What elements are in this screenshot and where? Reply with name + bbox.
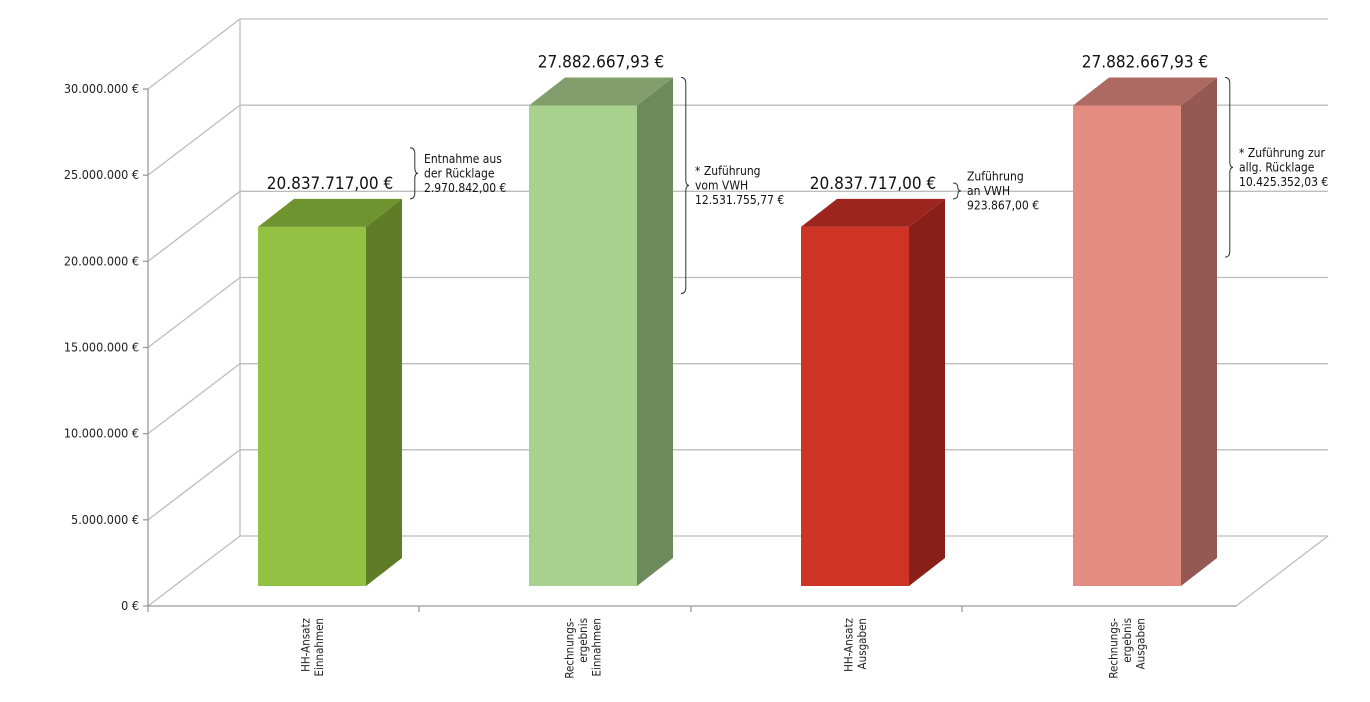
y-tick-label: 15.000.000 € [64, 340, 139, 355]
bar-1 [529, 77, 673, 587]
data-label: 27.882.667,93 € [1082, 52, 1208, 72]
annotation-line: Zuführung [967, 169, 1024, 183]
bar-top [258, 198, 402, 227]
bar-front [1073, 105, 1181, 587]
category-label-line: ergebnis [1120, 618, 1134, 663]
annotation-line: 12.531.755,77 € [695, 193, 784, 207]
annotation-line: allg. Rücklage [1239, 160, 1315, 174]
category-label-line: Rechnungs- [1107, 618, 1121, 679]
category-label-line: Einnahmen [590, 618, 604, 676]
annotation-line: an VWH [967, 184, 1010, 198]
category-label-line: HH-Ansatz [841, 618, 855, 672]
category-label: HH-Ansatz Ausgaben [841, 618, 869, 672]
bar-side [1181, 77, 1217, 587]
y-tick-label: 10.000.000 € [64, 426, 139, 441]
y-tick-label: 5.000.000 € [71, 512, 139, 527]
annotation-line: Entnahme aus [424, 152, 502, 166]
category-label: Rechnungs-ergebnis Ausgaben [1107, 618, 1148, 679]
annotation-brace [1224, 76, 1234, 258]
bar-top [1073, 77, 1217, 106]
data-label: 20.837.717,00 € [810, 174, 936, 194]
category-label-line: Rechnungs- [563, 618, 577, 679]
bar-front [801, 226, 909, 587]
annotation-line: vom VWH [695, 178, 748, 192]
bar-front [529, 105, 637, 587]
bar-top [529, 77, 673, 106]
y-tick-label: 30.000.000 € [64, 81, 139, 96]
annotation-line: 923.867,00 € [967, 198, 1039, 212]
category-label-line: Ausgaben [855, 618, 869, 669]
category-label: HH-Ansatz Einnahmen [298, 618, 326, 676]
category-label-line: Einnahmen [312, 618, 326, 676]
bar-front [258, 226, 366, 587]
category-label-line: ergebnis [576, 618, 590, 663]
category-label-line: Ausgaben [1134, 618, 1148, 669]
y-tick-label: 25.000.000 € [64, 167, 139, 182]
category-label-line: HH-Ansatz [298, 618, 312, 672]
annotation-line: * Zuführung zur [1239, 146, 1325, 160]
annotation-line: * Zuführung [695, 164, 761, 178]
floor-edge [1235, 535, 1329, 607]
bar-2 [801, 198, 945, 587]
annotation-brace [680, 76, 690, 294]
annotation-line: 10.425.352,03 € [1239, 175, 1328, 189]
bar-side [366, 198, 402, 587]
bar-3 [1073, 77, 1217, 587]
bar-0 [258, 198, 402, 587]
y-tick-label: 0 € [121, 598, 139, 613]
category-label: Rechnungs-ergebnis Einnahmen [563, 618, 604, 679]
annotation-line: der Rücklage [424, 166, 495, 180]
y-tick-label: 20.000.000 € [64, 253, 139, 268]
data-label: 27.882.667,93 € [538, 52, 664, 72]
annotation-brace [952, 182, 962, 200]
annotation-line: 2.970.842,00 € [424, 181, 507, 195]
bar-side [637, 77, 673, 587]
annotation-brace [409, 147, 419, 200]
data-label: 20.837.717,00 € [267, 174, 393, 194]
bar-side [909, 198, 945, 587]
bar-top [801, 198, 945, 227]
